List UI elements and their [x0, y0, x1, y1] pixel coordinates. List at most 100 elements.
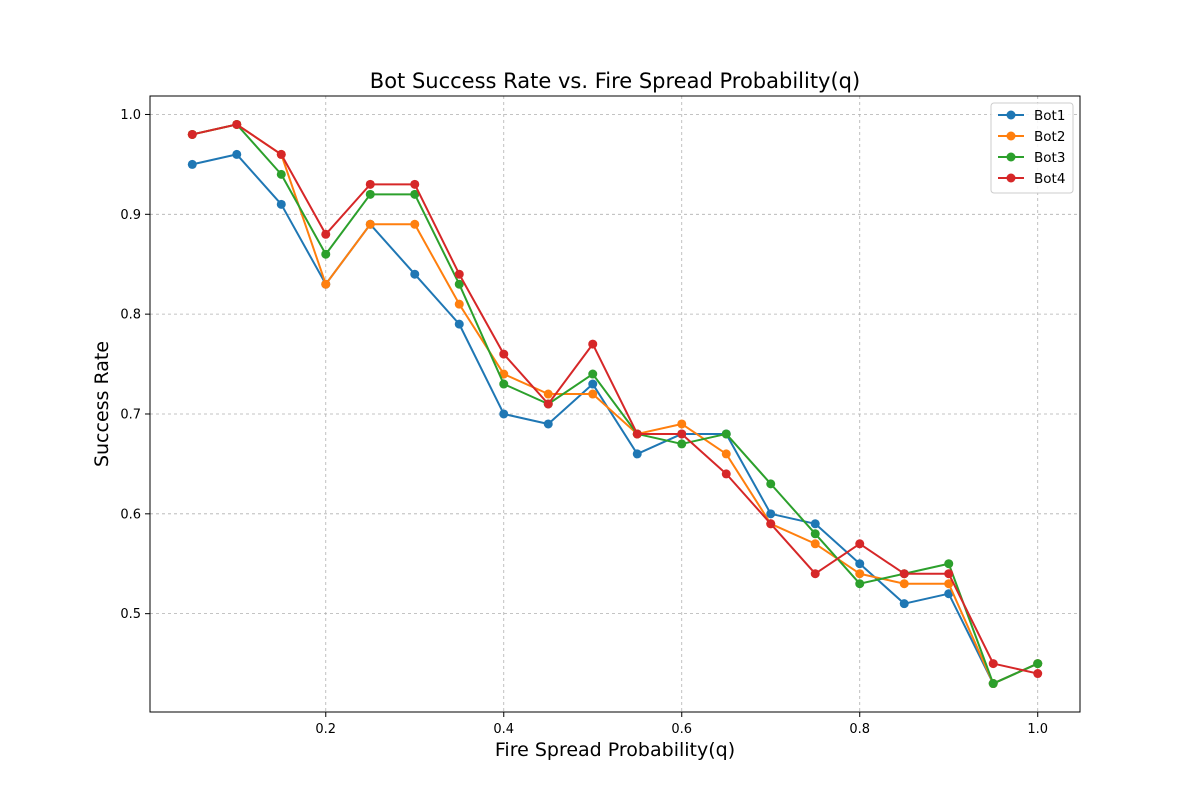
data-point-bot2	[321, 279, 331, 289]
data-point-bot2	[499, 369, 509, 379]
legend-item-bot4: Bot4	[998, 171, 1065, 187]
data-point-bot2	[543, 389, 553, 399]
series-line-bot4	[192, 123, 1038, 675]
data-point-bot1	[810, 519, 820, 529]
data-point-bot3	[499, 379, 509, 389]
y-tick-label: 1.0	[120, 108, 141, 123]
y-axis-title: Success Rate	[91, 341, 113, 467]
data-point-bot4	[321, 229, 331, 239]
data-point-bot1	[855, 559, 865, 569]
data-point-bot2	[855, 569, 865, 579]
data-point-bot3	[1033, 659, 1043, 669]
data-point-bot4	[721, 469, 731, 479]
data-point-bot4	[899, 569, 909, 579]
data-point-bot2	[677, 419, 687, 429]
data-point-bot4	[766, 519, 776, 529]
data-point-bot1	[944, 589, 954, 599]
data-point-bot4	[232, 119, 242, 129]
data-point-bot1	[632, 449, 642, 459]
data-point-bot2	[365, 219, 375, 229]
data-point-bot4	[276, 149, 286, 159]
series-bot4	[187, 119, 1043, 679]
chart-title: Bot Success Rate vs. Fire Spread Probabi…	[370, 69, 860, 93]
ticks: 0.2 0.4 0.6 0.8 1.0 0.5 0.6 0.7 0.8 0.9 1.0	[120, 108, 1048, 737]
data-point-bot3	[321, 249, 331, 259]
data-point-bot1	[543, 419, 553, 429]
legend-item-bot3: Bot3	[998, 150, 1065, 166]
data-point-bot3	[810, 529, 820, 539]
data-point-bot4	[499, 349, 509, 359]
legend-label: Bot3	[1034, 150, 1065, 166]
legend-swatch-marker	[1006, 173, 1016, 183]
y-tick-label: 0.7	[120, 407, 141, 422]
data-point-bot4	[454, 269, 464, 279]
legend-item-bot1: Bot1	[998, 108, 1065, 124]
data-point-bot2	[410, 219, 420, 229]
x-axis-title: Fire Spread Probability(q)	[495, 739, 735, 761]
data-point-bot3	[588, 369, 598, 379]
data-point-bot2	[944, 579, 954, 589]
data-point-bot1	[410, 269, 420, 279]
data-point-bot2	[810, 539, 820, 549]
data-point-bot1	[899, 599, 909, 609]
data-point-bot4	[588, 339, 598, 349]
series-line-bot2	[192, 123, 1039, 685]
data-point-bot1	[454, 319, 464, 329]
y-tick-label: 0.8	[120, 308, 141, 323]
y-tick-label: 0.6	[120, 507, 141, 522]
legend-label: Bot2	[1034, 129, 1065, 145]
legend: Bot1 Bot2 Bot3 Bot4	[990, 102, 1074, 194]
grid	[150, 96, 1080, 712]
legend-swatch-marker	[1006, 131, 1016, 141]
data-point-bot2	[721, 449, 731, 459]
data-point-bot1	[187, 159, 197, 169]
data-point-bot3	[276, 169, 286, 179]
legend-label: Bot1	[1034, 108, 1065, 124]
data-point-bot2	[588, 389, 598, 399]
legend-box	[990, 102, 1074, 194]
data-point-bot4	[1033, 669, 1043, 679]
plot-frame	[149, 95, 1081, 713]
x-tick-label: 0.8	[849, 722, 870, 737]
data-point-bot4	[855, 539, 865, 549]
data-point-bot4	[187, 129, 197, 139]
x-tick-label: 0.4	[493, 722, 514, 737]
data-point-bot4	[810, 569, 820, 579]
data-point-bot2	[454, 299, 464, 309]
data-point-bot4	[944, 569, 954, 579]
data-point-bot4	[632, 429, 642, 439]
y-tick-label: 0.9	[120, 208, 141, 223]
data-point-bot4	[988, 659, 998, 669]
x-tick-label: 1.0	[1027, 722, 1048, 737]
data-point-bot2	[899, 579, 909, 589]
x-tick-label: 0.6	[671, 722, 692, 737]
data-point-bot3	[944, 559, 954, 569]
legend-label: Bot4	[1034, 171, 1065, 187]
data-point-bot1	[588, 379, 598, 389]
x-tick-label: 0.2	[315, 722, 336, 737]
data-point-bot3	[766, 479, 776, 489]
data-point-bot3	[365, 189, 375, 199]
data-point-bot3	[454, 279, 464, 289]
legend-swatch-marker	[1006, 110, 1016, 120]
legend-item-bot2: Bot2	[998, 129, 1065, 145]
data-point-bot4	[410, 179, 420, 189]
data-point-bot3	[988, 679, 998, 689]
data-point-bot3	[677, 439, 687, 449]
data-point-bot1	[276, 199, 286, 209]
data-point-bot4	[677, 429, 687, 439]
data-point-bot1	[766, 509, 776, 519]
data-point-bot3	[721, 429, 731, 439]
data-point-bot3	[410, 189, 420, 199]
data-point-bot3	[855, 579, 865, 589]
data-point-bot1	[232, 149, 242, 159]
data-point-bot1	[499, 409, 509, 419]
legend-swatch-marker	[1006, 152, 1016, 162]
series-layer	[187, 119, 1043, 689]
series-line-bot3	[192, 123, 1039, 685]
data-point-bot4	[543, 399, 553, 409]
data-point-bot4	[365, 179, 375, 189]
y-tick-label: 0.5	[120, 607, 141, 622]
